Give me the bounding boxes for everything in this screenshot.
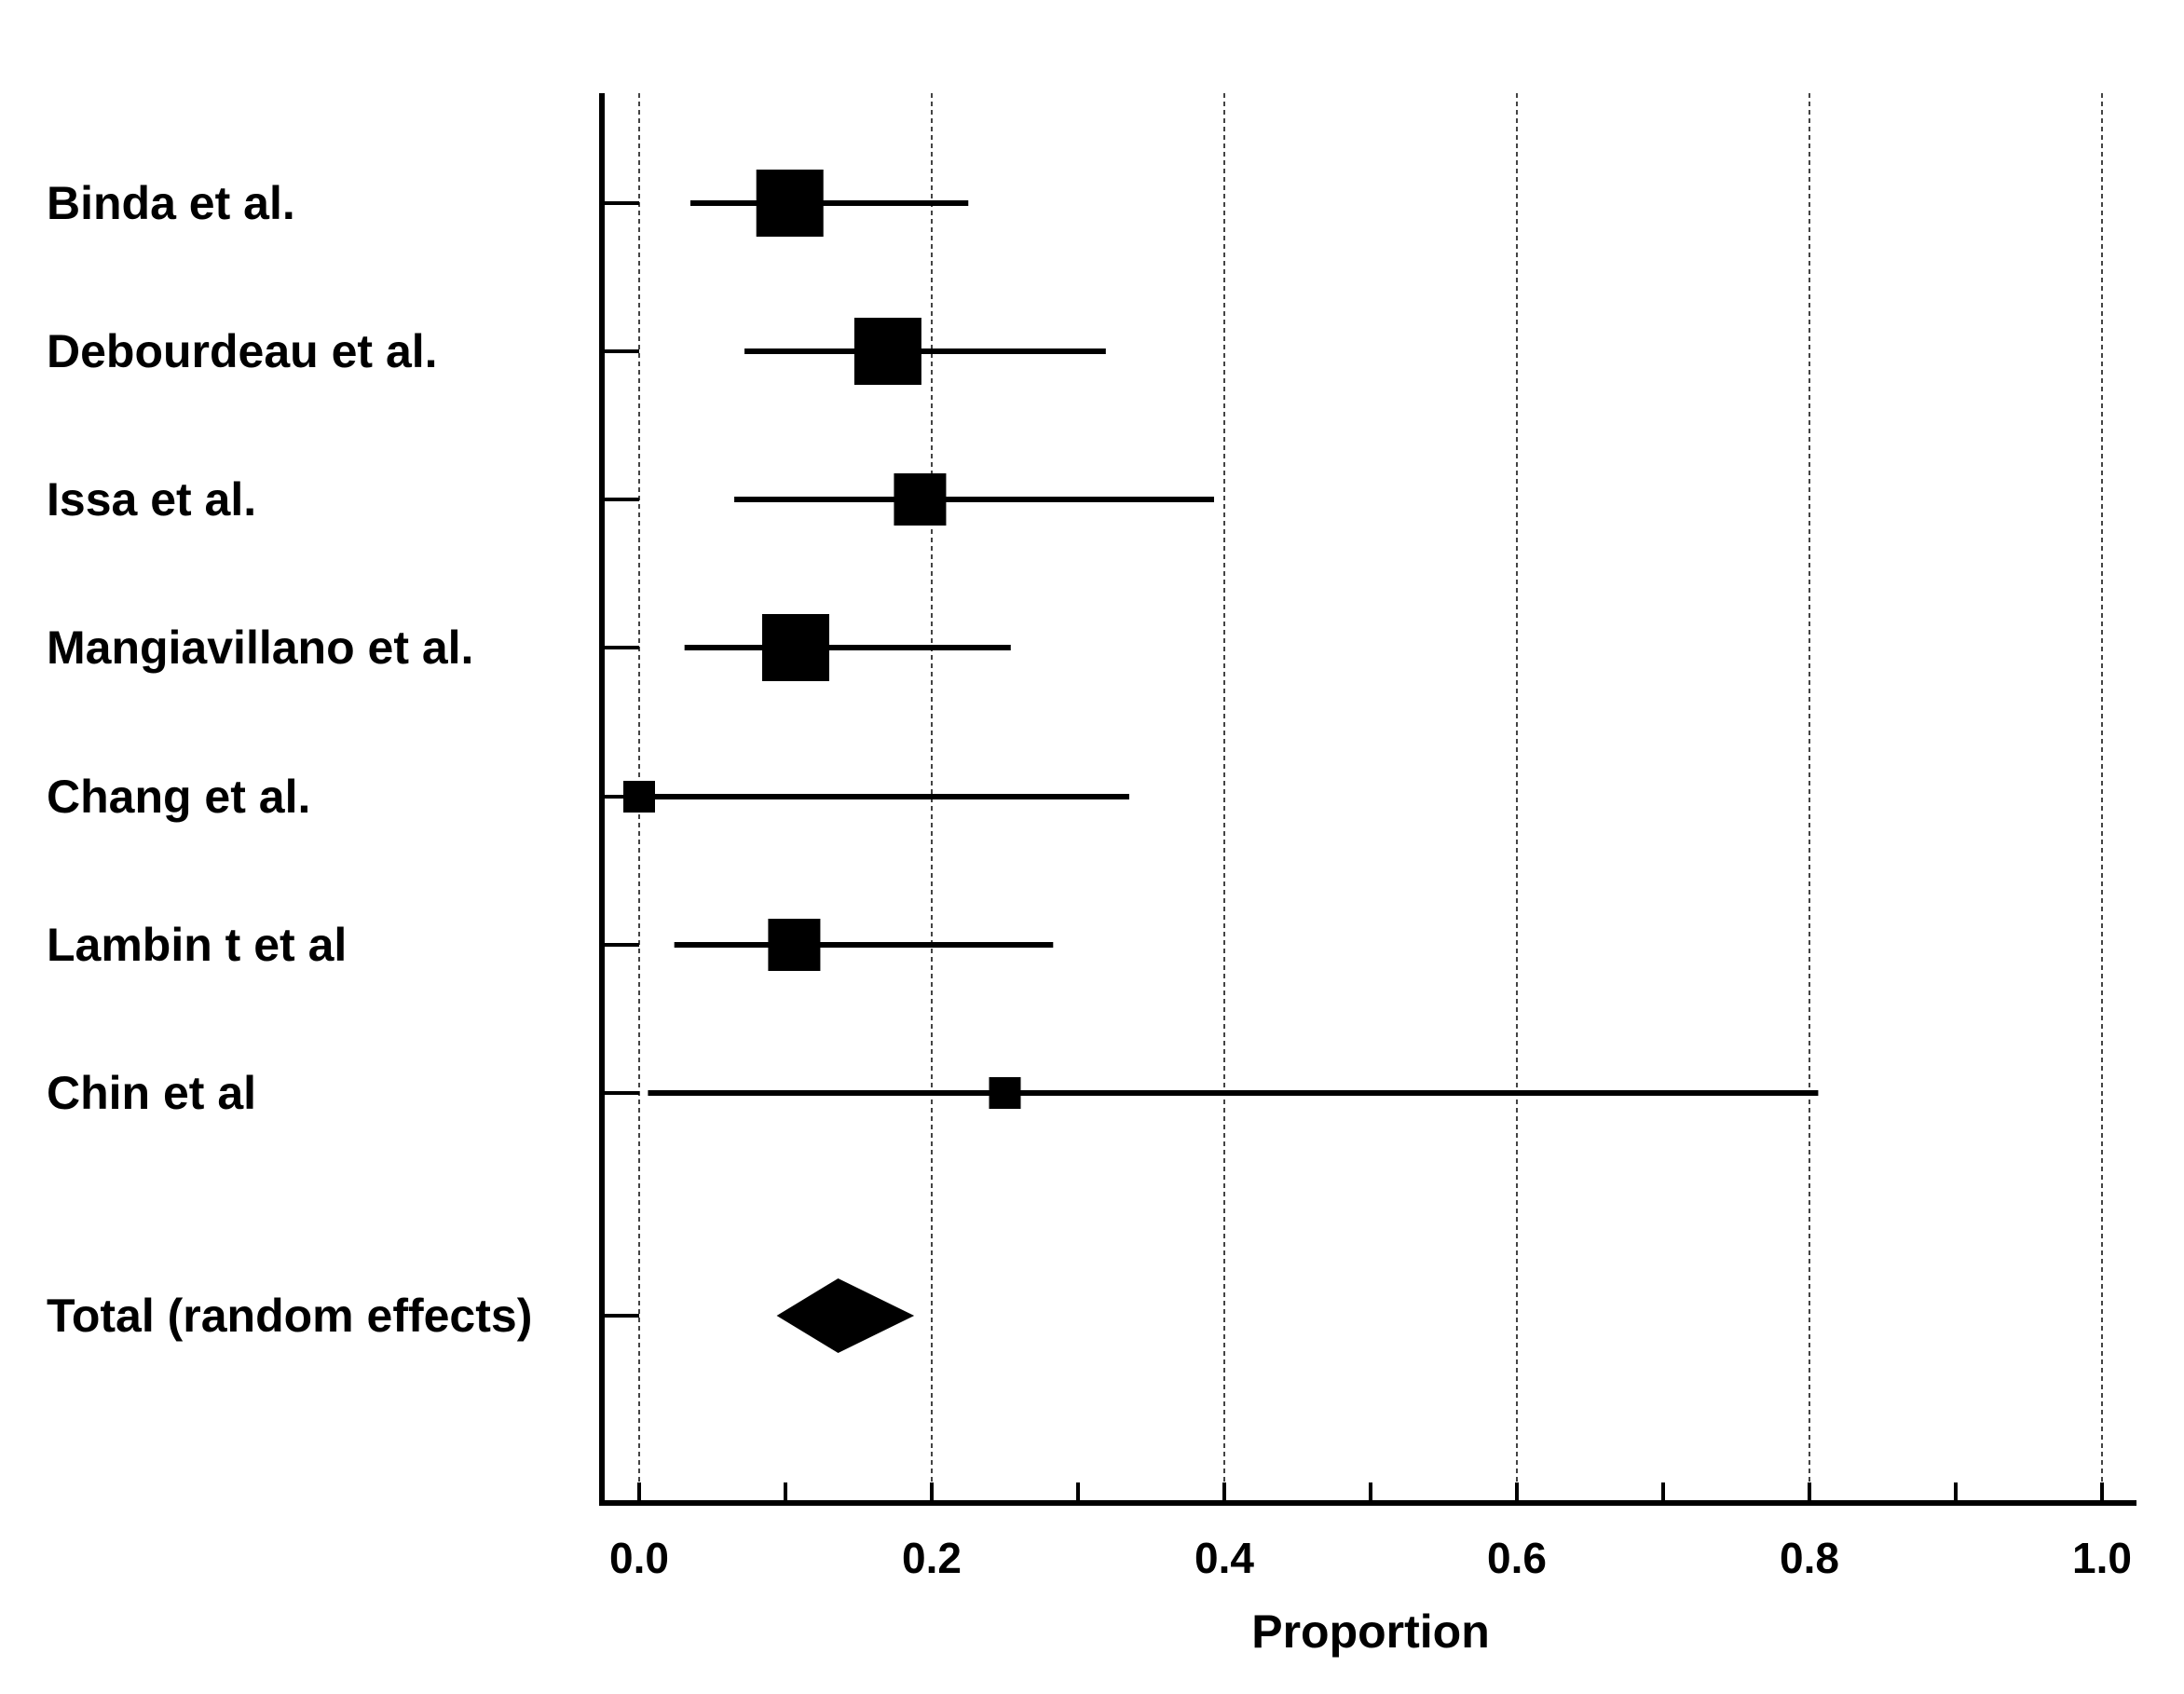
total-label: Total (random effects) — [47, 1290, 532, 1342]
point-estimate-1 — [853, 318, 921, 385]
study-label-2: Issa et al. — [47, 473, 256, 526]
study-label-5: Lambin t et al — [47, 919, 347, 971]
study-labels: Binda et al. Debourdeau et al. Issa et al.… — [47, 177, 532, 1342]
point-estimate-3 — [761, 614, 829, 681]
x-axis-title: Proportion — [1251, 1605, 1490, 1658]
x-tick-label-5: 1.0 — [2072, 1534, 2132, 1582]
study-label-6: Chin et al — [47, 1067, 256, 1119]
x-tick-label-2: 0.4 — [1194, 1534, 1254, 1582]
point-estimate-4 — [623, 781, 655, 813]
gridlines — [638, 93, 2103, 1503]
study-label-0: Binda et al. — [47, 177, 295, 229]
study-marks — [623, 170, 1819, 1353]
point-estimate-5 — [768, 919, 821, 971]
x-tick-label-4: 0.8 — [1780, 1534, 1839, 1582]
total-diamond — [776, 1278, 915, 1353]
point-estimate-2 — [894, 473, 947, 526]
study-label-4: Chang et al. — [47, 771, 310, 823]
x-tick-label-3: 0.6 — [1487, 1534, 1547, 1582]
study-label-3: Mangiavillano et al. — [47, 622, 473, 674]
x-tick-labels: 0.0 0.2 0.4 0.6 0.8 1.0 — [609, 1534, 2132, 1582]
x-tick-label-1: 0.2 — [902, 1534, 962, 1582]
axes — [599, 93, 2136, 1506]
study-label-1: Debourdeau et al. — [47, 325, 438, 377]
point-estimate-0 — [756, 170, 824, 237]
x-tick-label-0: 0.0 — [609, 1534, 669, 1582]
point-estimate-6 — [989, 1077, 1021, 1109]
